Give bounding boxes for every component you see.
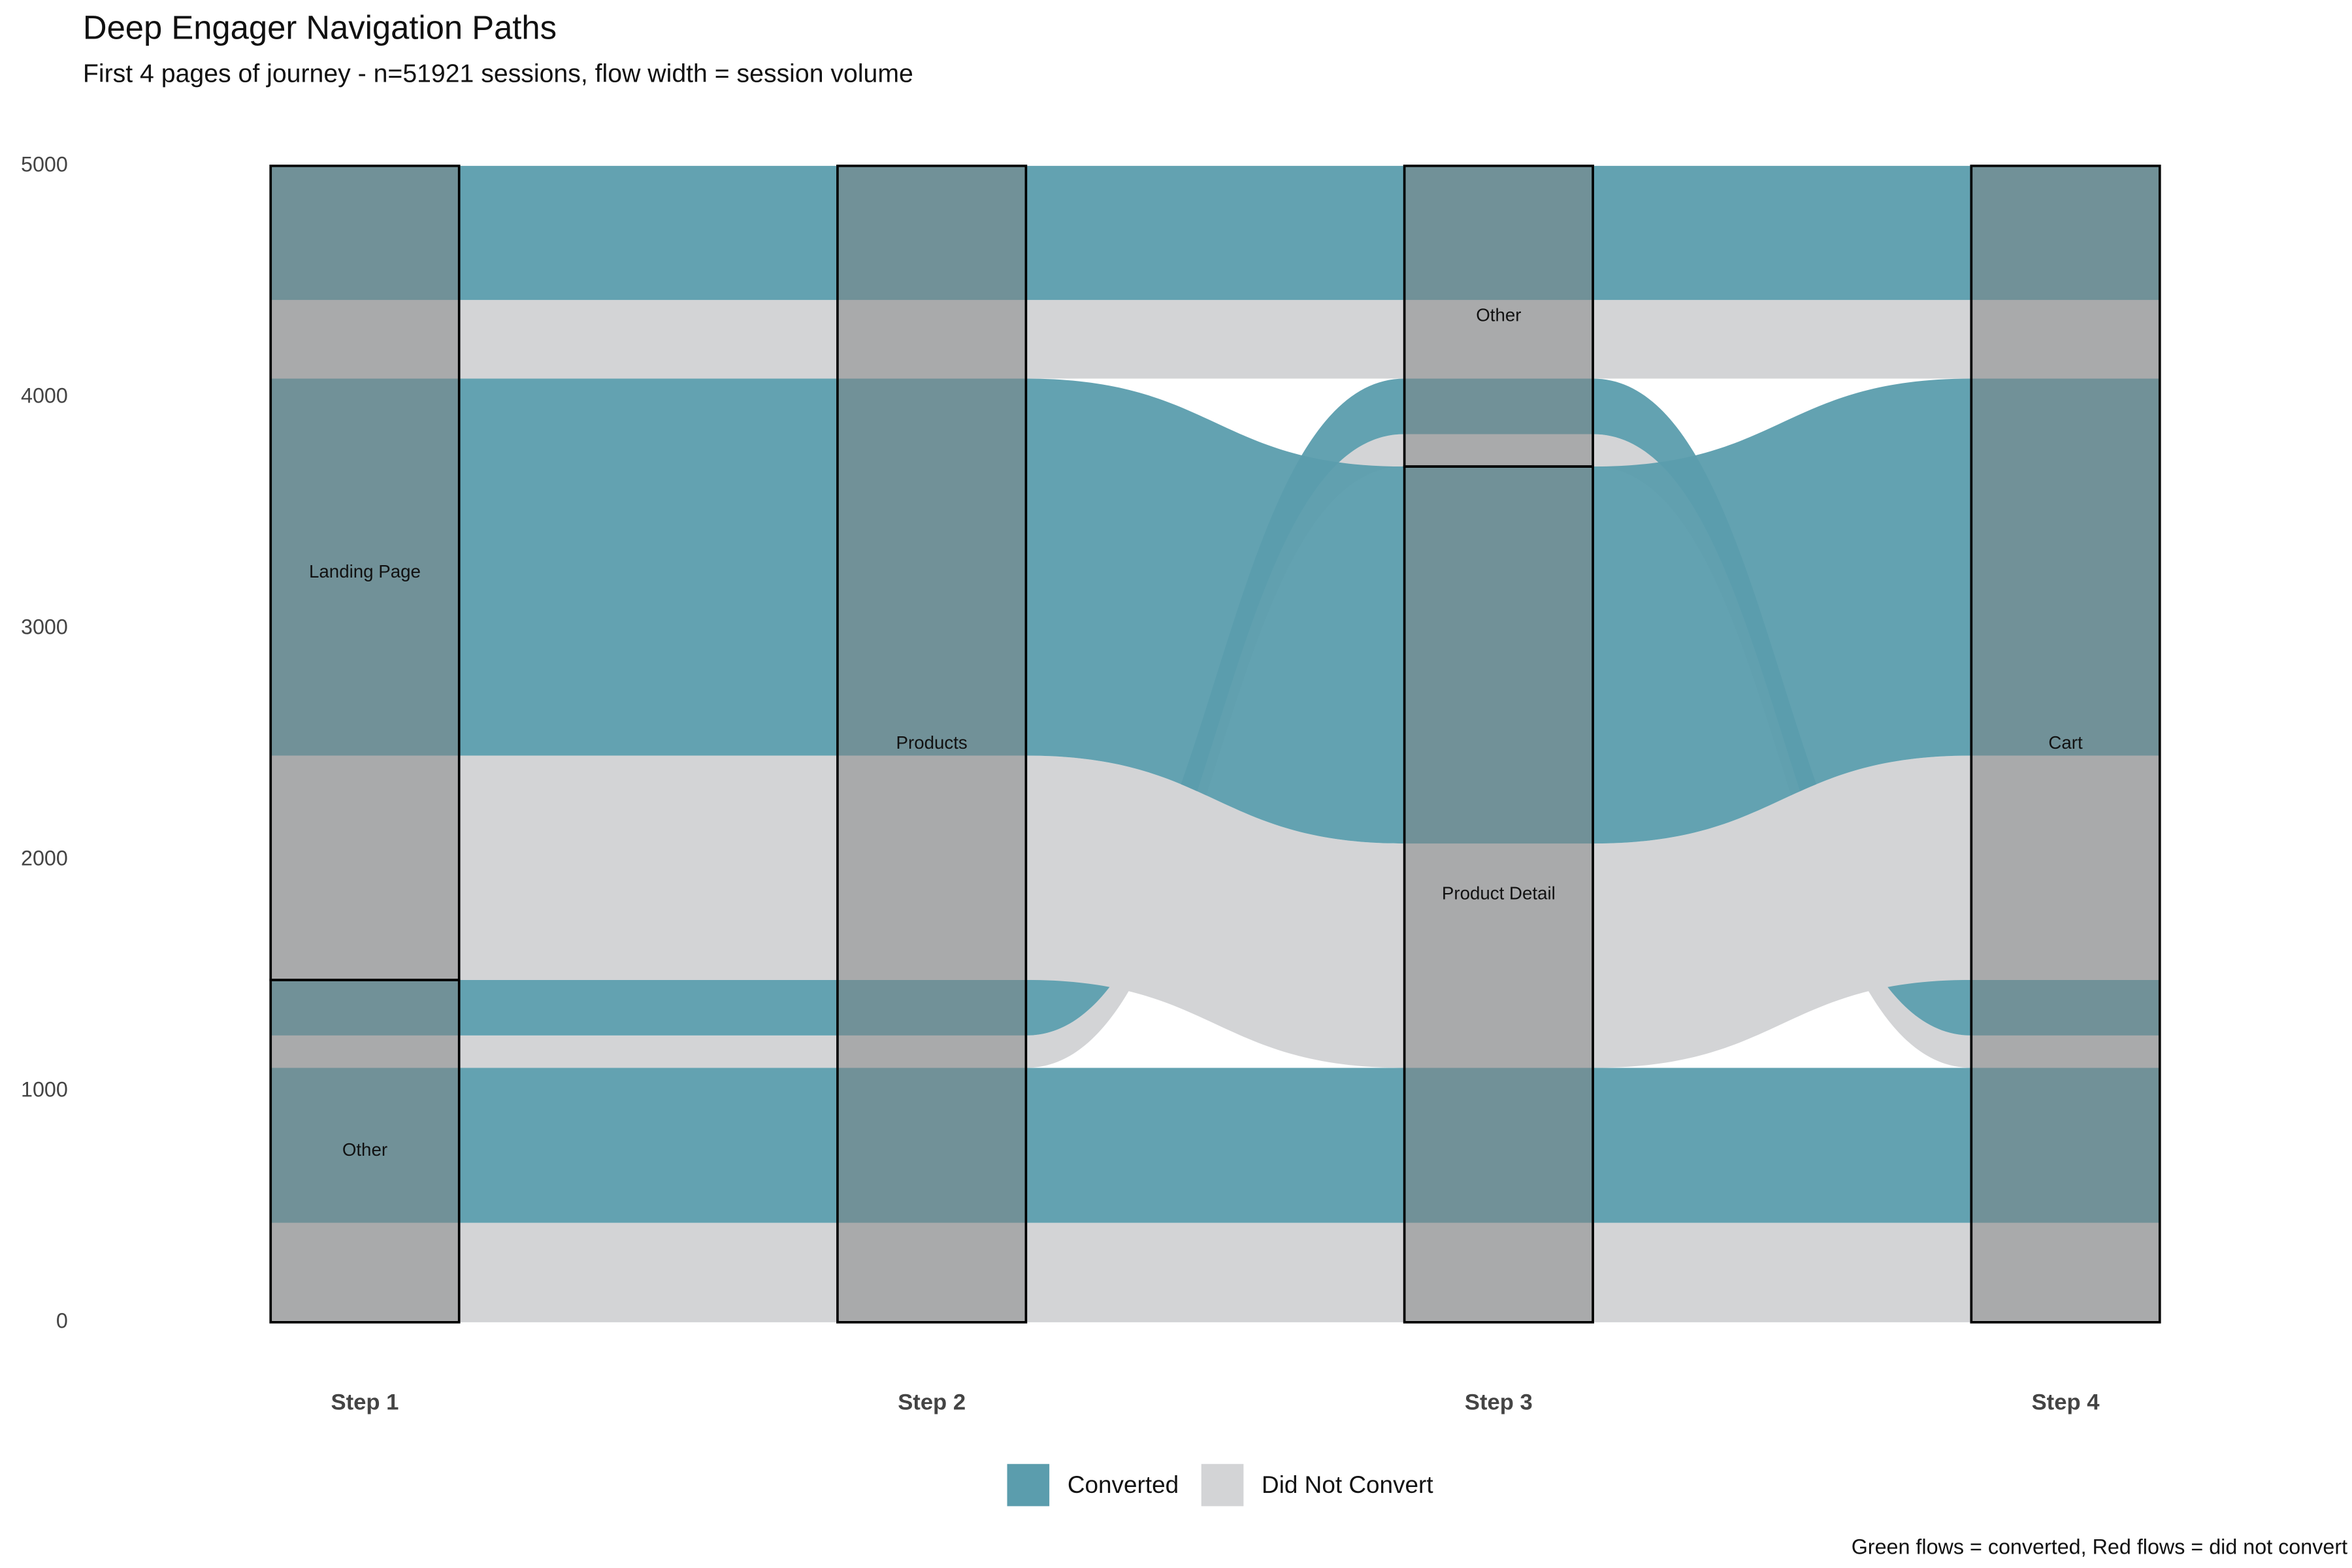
flow [270, 300, 2160, 379]
chart-title: Deep Engager Navigation Paths [83, 9, 557, 46]
stratum [1970, 165, 2161, 1324]
stratum [269, 165, 461, 981]
flow [270, 1068, 2160, 1223]
stratum-label: Cart [2048, 732, 2083, 753]
flow [270, 1222, 2160, 1322]
flow [270, 378, 2160, 844]
strata [269, 164, 2161, 1324]
stratum [1403, 164, 1594, 468]
y-tick-label: 0 [56, 1309, 68, 1332]
flows [270, 165, 2160, 1322]
stratum [269, 979, 461, 1324]
stratum-label: Landing Page [309, 561, 421, 581]
x-tick-label: Step 1 [331, 1390, 399, 1415]
stratum-label: Product Detail [1442, 883, 1556, 903]
stratum [836, 165, 1028, 1324]
labels: 0 1000 2000 3000 4000 5000 Other Landing Page St… [21, 152, 2100, 1507]
legend-label: Converted [1068, 1471, 1179, 1498]
y-tick-label: 1000 [21, 1077, 68, 1101]
y-tick-label: 5000 [21, 152, 68, 176]
y-tick-label: 3000 [21, 615, 68, 638]
legend-label: Did Not Convert [1262, 1471, 1433, 1498]
y-tick-label: 4000 [21, 384, 68, 407]
legend-swatch [1201, 1463, 1244, 1507]
y-tick-label: 2000 [21, 846, 68, 870]
stratum-label: Products [896, 732, 968, 753]
flow [270, 165, 2160, 301]
stratum [1403, 465, 1594, 1324]
x-tick-label: Step 4 [2032, 1390, 2100, 1415]
flow [270, 755, 2160, 1068]
x-tick-label: Step 2 [898, 1390, 966, 1415]
caption: Green flows = converted, Red flows = did… [1852, 1535, 2347, 1559]
legend-swatch [1007, 1463, 1050, 1507]
stratum-label: Other [1476, 304, 1521, 325]
stratum-label: Other [342, 1139, 387, 1160]
x-tick-label: Step 3 [1465, 1390, 1533, 1415]
chart-subtitle: First 4 pages of journey - n=51921 sessi… [83, 59, 913, 88]
